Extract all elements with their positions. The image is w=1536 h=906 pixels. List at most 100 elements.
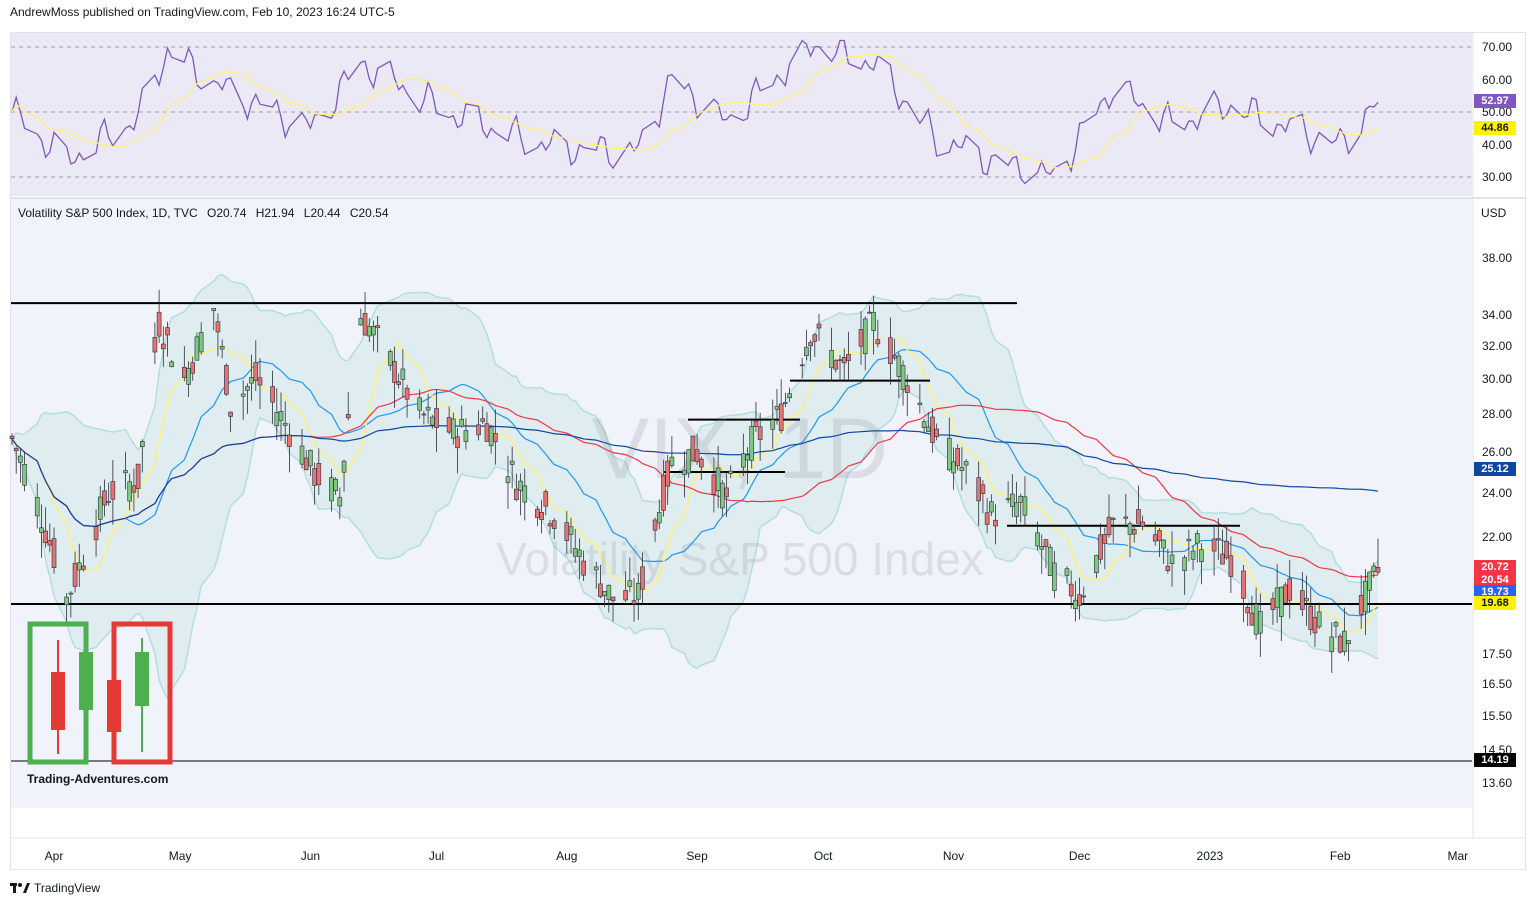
candle-body	[1073, 599, 1078, 610]
candle-body	[535, 508, 540, 518]
bollinger-band-fill	[12, 274, 1378, 699]
candle-body	[1329, 636, 1335, 653]
candle-body	[1010, 493, 1015, 507]
candle-body	[631, 600, 637, 605]
candle-body	[97, 496, 103, 520]
candle-body	[976, 477, 982, 502]
candle-body	[1039, 546, 1045, 550]
time-axis-label: May	[168, 849, 192, 863]
candle-body	[846, 354, 851, 361]
candle-body	[568, 526, 574, 535]
ema-line	[11, 337, 1379, 633]
candle-body	[72, 563, 78, 587]
candle-body	[303, 457, 309, 471]
candle-body	[505, 476, 511, 484]
candle-body	[1064, 568, 1070, 576]
candle-body	[858, 329, 864, 347]
candle-body	[1157, 530, 1162, 542]
price-axis-tick: 22.00	[1482, 530, 1513, 545]
candle-body	[1224, 541, 1229, 559]
candle-body	[904, 385, 910, 393]
candle-body	[224, 365, 229, 395]
candle-body	[652, 519, 658, 531]
candle-body	[959, 466, 965, 471]
candle-body	[661, 475, 666, 511]
candle-body	[808, 342, 813, 347]
candle-body	[1258, 611, 1263, 634]
candle-body	[39, 527, 44, 533]
footer[interactable]: TradingView	[10, 881, 100, 895]
candle-body	[577, 549, 582, 557]
candle-body	[829, 349, 834, 369]
candle-body	[270, 386, 275, 403]
candle-body	[1337, 635, 1343, 653]
candle-body	[110, 481, 116, 500]
candle-body	[102, 490, 107, 506]
candle-body	[946, 437, 952, 471]
candle-body	[1190, 550, 1196, 560]
candle-body	[892, 355, 897, 359]
candle-body	[186, 367, 191, 385]
legend-title: Volatility S&P 500 Index, 1D, TVC	[18, 206, 198, 220]
price-tag: 25.12	[1474, 461, 1516, 476]
candle-body	[1363, 580, 1368, 613]
candle-body	[778, 403, 784, 431]
candle-body	[888, 337, 893, 365]
candle-body	[867, 311, 872, 314]
candle-body	[837, 359, 843, 362]
legend-open: O20.74	[207, 206, 247, 220]
price-axis-tick: 28.00	[1482, 407, 1513, 422]
candle-body	[551, 520, 557, 529]
time-axis-label: Dec	[1068, 849, 1091, 863]
candle-body	[345, 414, 351, 419]
candle-body	[665, 460, 670, 487]
candle-body	[425, 406, 431, 411]
candle-body	[1367, 571, 1372, 591]
candle-body	[1081, 595, 1087, 598]
candle-body	[249, 377, 254, 384]
candle-body	[543, 491, 549, 507]
candle-body	[963, 461, 969, 466]
candle-body	[219, 345, 225, 350]
candle-body	[194, 336, 200, 361]
candle-body	[862, 318, 868, 355]
candle-body	[1182, 557, 1187, 572]
candle-body	[757, 426, 763, 440]
candle-body	[190, 362, 196, 374]
candle-body	[598, 583, 603, 597]
logo-candle-body	[51, 672, 65, 730]
candle-body	[1098, 534, 1103, 560]
symbol-legend[interactable]: Volatility S&P 500 Index, 1D, TVC O20.74…	[18, 206, 389, 220]
candle-body	[43, 530, 48, 544]
candle-body	[930, 416, 935, 443]
candle-body	[358, 318, 364, 326]
candle-body	[274, 412, 280, 426]
candle-body	[1253, 603, 1259, 635]
pane-separator[interactable]	[10, 197, 1526, 199]
candle-body	[871, 312, 876, 331]
candle-body	[337, 497, 343, 507]
candle-body	[64, 596, 69, 606]
brand-logo-text: Trading-Adventures.com	[27, 772, 169, 786]
candle-body	[509, 460, 515, 465]
chart-frame	[10, 32, 1526, 870]
candle-body	[724, 487, 729, 498]
rsi-pane-background	[11, 33, 1472, 196]
candle-body	[1333, 622, 1339, 627]
candle-body	[13, 448, 19, 451]
watermark-description: Volatility S&P 500 Index	[496, 533, 984, 585]
candle-body	[1211, 538, 1217, 552]
candle-body	[451, 418, 456, 439]
price-axis-tick: 13.60	[1482, 775, 1513, 790]
price-axis-tick: 16.50	[1482, 677, 1513, 692]
candle-body	[278, 410, 284, 421]
candle-body	[610, 596, 616, 602]
candle-body	[123, 470, 128, 474]
candle-body	[81, 565, 86, 570]
candle-body	[1106, 516, 1112, 536]
candle-body	[518, 480, 523, 491]
rsi-ma-line	[11, 53, 1379, 169]
candle-body	[228, 411, 233, 417]
price-axis-tick: 15.50	[1482, 708, 1513, 723]
